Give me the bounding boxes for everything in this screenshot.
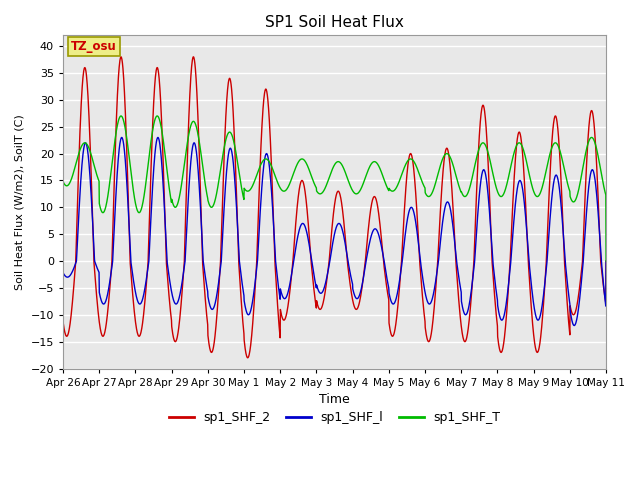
- sp1_SHF_l: [493, 290, 500, 296]
- sp1_SHF_2: [244, 355, 252, 360]
- sp1_SHF_T: [602, 258, 610, 264]
- sp1_SHF_2: [351, 304, 358, 310]
- sp1_SHF_2: [555, 134, 563, 140]
- sp1_SHF_l: [554, 178, 562, 184]
- sp1_SHF_2: [189, 54, 197, 60]
- Line: sp1_SHF_l: sp1_SHF_l: [63, 137, 606, 325]
- sp1_SHF_l: [602, 258, 610, 264]
- Line: sp1_SHF_2: sp1_SHF_2: [63, 57, 606, 358]
- sp1_SHF_2: [602, 258, 610, 264]
- sp1_SHF_T: [554, 143, 562, 149]
- sp1_SHF_2: [362, 247, 370, 252]
- Text: TZ_osu: TZ_osu: [71, 40, 117, 53]
- sp1_SHF_l: [570, 323, 578, 328]
- X-axis label: Time: Time: [319, 393, 350, 406]
- sp1_SHF_l: [60, 270, 67, 276]
- sp1_SHF_T: [362, 173, 370, 179]
- sp1_SHF_T: [351, 190, 358, 196]
- Line: sp1_SHF_T: sp1_SHF_T: [63, 116, 606, 261]
- sp1_SHF_T: [154, 113, 161, 119]
- sp1_SHF_T: [60, 179, 67, 185]
- sp1_SHF_T: [570, 199, 577, 205]
- sp1_SHF_2: [493, 316, 500, 322]
- sp1_SHF_l: [570, 322, 577, 328]
- sp1_SHF_l: [351, 292, 358, 298]
- Title: SP1 Soil Heat Flux: SP1 Soil Heat Flux: [265, 15, 404, 30]
- Legend: sp1_SHF_2, sp1_SHF_l, sp1_SHF_T: sp1_SHF_2, sp1_SHF_l, sp1_SHF_T: [164, 406, 506, 429]
- sp1_SHF_l: [362, 258, 370, 264]
- sp1_SHF_2: [211, 336, 219, 341]
- sp1_SHF_2: [60, 319, 67, 325]
- sp1_SHF_l: [154, 134, 162, 140]
- sp1_SHF_l: [211, 302, 219, 308]
- sp1_SHF_T: [493, 185, 500, 191]
- sp1_SHF_2: [570, 312, 577, 318]
- Y-axis label: Soil Heat Flux (W/m2), SoilT (C): Soil Heat Flux (W/m2), SoilT (C): [15, 114, 25, 290]
- sp1_SHF_T: [211, 199, 219, 204]
